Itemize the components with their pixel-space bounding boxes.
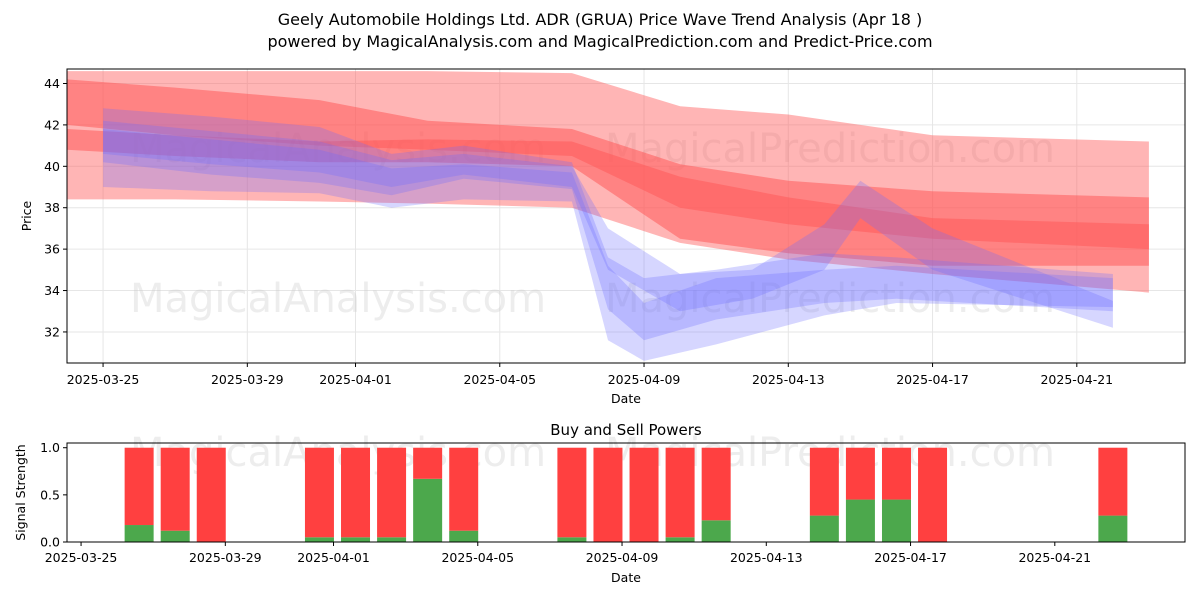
y-tick-label: 40	[44, 159, 60, 174]
x-tick-label: 2025-04-01	[297, 550, 370, 565]
sell-power-bar	[845, 447, 875, 500]
y-axis-label: Signal Strength	[13, 444, 28, 540]
buy-power-bar	[845, 499, 875, 542]
buy-power-bar	[341, 537, 371, 542]
x-tick-label: 2025-04-05	[463, 372, 536, 387]
sell-power-bar	[124, 447, 154, 526]
y-tick-label: 42	[44, 117, 60, 132]
sell-power-bar	[304, 447, 334, 538]
buy-power-bar	[449, 530, 479, 542]
x-tick-label: 2025-03-29	[189, 550, 262, 565]
chart-title: Geely Automobile Holdings Ltd. ADR (GRUA…	[277, 10, 923, 29]
sell-power-bar	[449, 447, 479, 531]
red-wave-band	[67, 129, 1149, 266]
y-tick-label: 38	[44, 200, 60, 215]
buy-power-bar	[701, 520, 731, 542]
buy-power-bar	[304, 537, 334, 542]
y-tick-label: 36	[44, 242, 60, 257]
y-tick-label: 44	[44, 76, 60, 91]
buy-power-bar	[1098, 515, 1128, 542]
plot-frame	[66, 442, 1186, 543]
x-tick-label: 2025-04-21	[1040, 372, 1113, 387]
blue-wave-band	[103, 129, 1113, 361]
sell-power-bar	[593, 447, 623, 542]
x-tick-label: 2025-04-17	[874, 550, 947, 565]
y-tick-label: 1.0	[40, 440, 60, 455]
buy-power-bar	[160, 530, 190, 542]
chart-subtitle: powered by MagicalAnalysis.com and Magic…	[267, 32, 933, 51]
x-tick-label: 2025-03-25	[67, 372, 140, 387]
y-tick-label: 0.5	[40, 487, 60, 502]
sell-power-bar	[629, 447, 659, 542]
x-axis-label: Date	[611, 570, 641, 585]
y-tick-label: 34	[44, 283, 60, 298]
y-axis-label: Price	[19, 200, 34, 231]
blue-wave-band	[103, 108, 1113, 341]
subchart-title: Buy and Sell Powers	[550, 421, 702, 439]
sell-power-bar	[413, 447, 443, 479]
bands-group	[67, 71, 1149, 361]
sell-power-bar	[665, 447, 695, 538]
sell-power-bar	[809, 447, 839, 516]
watermark-text: MagicalAnalysis.com	[130, 276, 546, 322]
buy-power-bar	[557, 537, 587, 542]
x-tick-label: 2025-04-09	[608, 372, 681, 387]
sell-power-bar	[701, 447, 731, 521]
x-tick-label: 2025-04-05	[441, 550, 514, 565]
sell-power-bar	[1098, 447, 1128, 516]
sell-power-bar	[557, 447, 587, 538]
x-tick-label: 2025-04-13	[730, 550, 803, 565]
watermark-text: MagicalPrediction.com	[605, 276, 1055, 322]
price-wave-plot: MagicalAnalysis.com MagicalPrediction.com…	[19, 68, 1186, 406]
buy-power-bar	[413, 478, 443, 542]
buy-power-bar	[665, 537, 695, 542]
x-tick-label: 2025-04-17	[896, 372, 969, 387]
x-tick-label: 2025-04-13	[752, 372, 825, 387]
sell-power-bar	[196, 447, 226, 542]
y-tick-label: 32	[44, 324, 60, 339]
buy-power-bar	[881, 499, 911, 542]
x-axis-label: Date	[611, 391, 641, 406]
sell-power-bar	[918, 447, 948, 542]
x-tick-label: 2025-03-25	[45, 550, 118, 565]
x-tick-label: 2025-04-09	[586, 550, 659, 565]
buy-power-bar	[809, 515, 839, 542]
x-tick-label: 2025-04-01	[319, 372, 392, 387]
plot-frame	[66, 68, 1186, 364]
sell-power-bar	[341, 447, 371, 538]
x-tick-label: 2025-03-29	[211, 372, 284, 387]
y-tick-label: 0.0	[40, 535, 60, 550]
sell-power-bar	[160, 447, 190, 531]
buy-power-bar	[124, 525, 154, 542]
watermark-text: MagicalAnalysis.com	[130, 430, 546, 476]
sell-power-bar	[377, 447, 407, 538]
sell-power-bar	[881, 447, 911, 500]
x-tick-label: 2025-04-21	[1018, 550, 1091, 565]
blue-wave-band	[103, 120, 1113, 328]
buy-sell-plot: Buy and Sell PowersMagicalAnalysis.comMa…	[13, 421, 1186, 585]
buy-power-bar	[377, 537, 407, 542]
